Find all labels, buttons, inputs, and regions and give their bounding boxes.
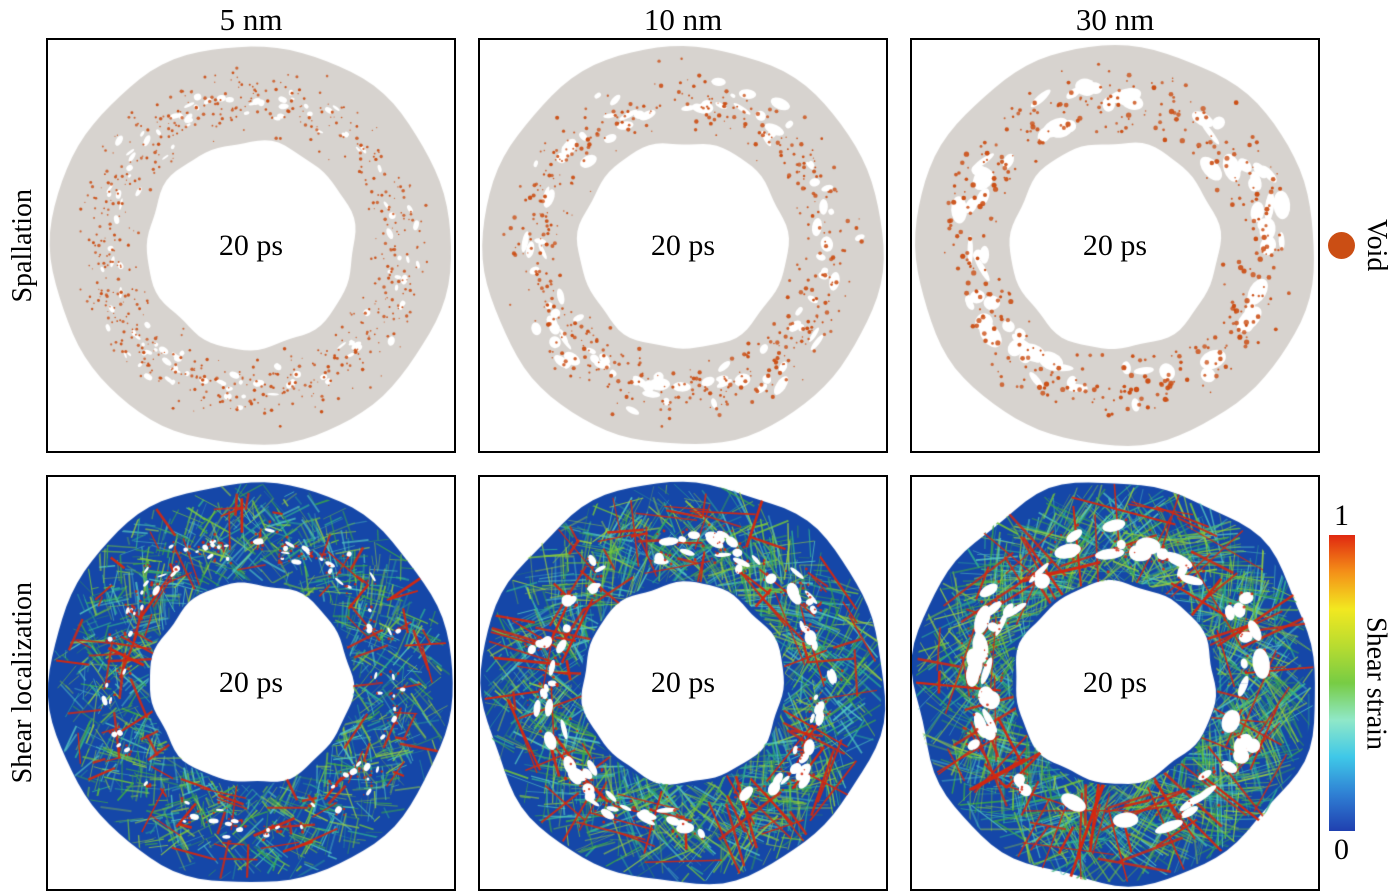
time-label: 20 ps — [650, 666, 716, 699]
shear-30nm-image — [912, 477, 1318, 889]
colorbar — [1328, 535, 1355, 831]
row-label-spallation-cell: Spallation — [0, 38, 46, 453]
time-label: 20 ps — [650, 228, 716, 262]
row-label-shear-localization: Shear localization — [7, 582, 38, 784]
panel-spallation-30nm: 20 ps — [910, 38, 1320, 453]
colorbar-tick-max: 1 — [1334, 499, 1349, 532]
panel-spallation-5nm: 20 ps — [46, 38, 456, 453]
time-label: 20 ps — [1082, 228, 1148, 262]
panel-shear-5nm: 20 ps — [46, 475, 456, 891]
shear-10nm-image — [480, 477, 886, 889]
time-label: 20 ps — [218, 666, 284, 699]
column-header-30nm-label: 30 nm — [1075, 1, 1155, 37]
spallation-5nm-image — [48, 40, 454, 451]
column-header-10nm-label: 10 nm — [643, 1, 723, 37]
time-label: 20 ps — [1082, 666, 1148, 699]
panel-spallation-10nm: 20 ps — [478, 38, 888, 453]
spallation-10nm-image — [480, 40, 886, 451]
column-header-5nm: 5 nm — [46, 0, 456, 38]
spallation-30nm-image — [912, 40, 1318, 451]
time-label: 20 ps — [218, 228, 284, 262]
colorbar-tick-min: 0 — [1334, 833, 1349, 866]
column-header-30nm: 30 nm — [910, 0, 1320, 38]
panel-shear-30nm: 20 ps — [910, 475, 1320, 891]
panel-shear-10nm: 20 ps — [478, 475, 888, 891]
column-header-10nm: 10 nm — [478, 0, 888, 38]
void-label: Void — [1361, 219, 1392, 272]
shear-strain-label: Shear strain — [1360, 616, 1392, 750]
row-label-shear-localization-cell: Shear localization — [0, 475, 46, 891]
void-legend: Void — [1320, 38, 1400, 453]
column-header-5nm-label: 5 nm — [219, 1, 283, 37]
shear-strain-legend: 1 0 Shear strain — [1320, 475, 1400, 891]
colorbar-column: 1 0 — [1328, 499, 1355, 866]
row-label-spallation: Spallation — [7, 188, 38, 303]
void-dot-icon — [1328, 232, 1355, 259]
shear-5nm-image — [48, 477, 454, 889]
